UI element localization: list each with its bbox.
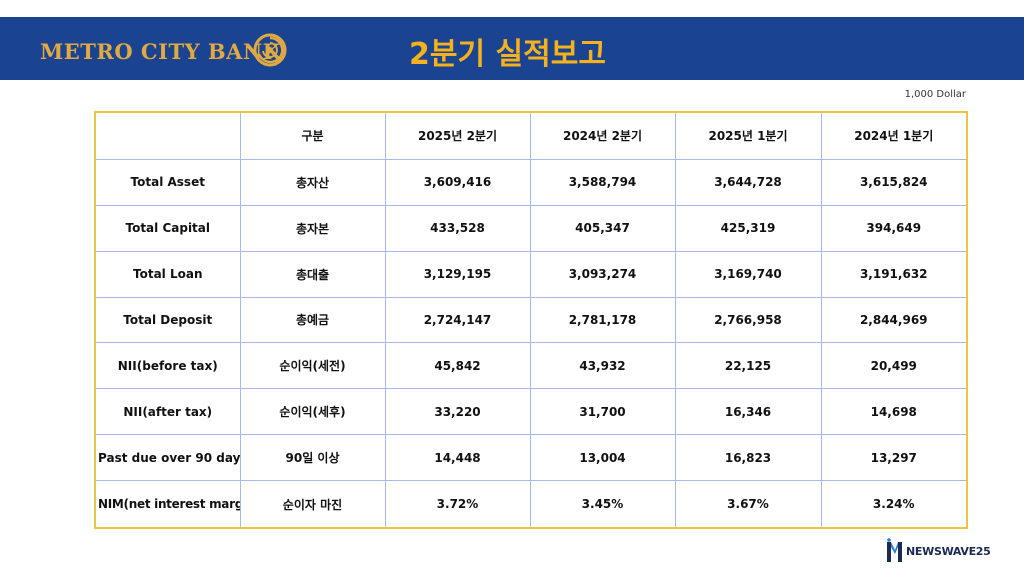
- table-row: NIM(net interest margin)순이자 마진3.72%3.45%…: [94, 480, 968, 529]
- page-title: 2분기 실적보고: [409, 37, 606, 72]
- value-cell: 14,698: [820, 388, 968, 436]
- value-cell: 425,319: [674, 204, 822, 252]
- value-cell: 3,609,416: [384, 158, 531, 206]
- value-cell: 3,588,794: [529, 158, 676, 206]
- value-cell: 433,528: [384, 204, 531, 252]
- table-row: NII(before tax) 순이익(세전) 45,842 43,932 22,125…: [94, 342, 968, 390]
- table-header-row: 구분 2025년 2분기 2024년 2분기 2025년 1분기 2024년 1분기: [94, 111, 968, 160]
- value-cell: 3.45%: [529, 480, 676, 529]
- value-cell: 43,932: [529, 342, 676, 390]
- watermark-text: NEWSWAVE25: [906, 545, 991, 558]
- row-label-ko: 총예금: [239, 296, 386, 344]
- value-cell: 3.67%: [674, 480, 822, 529]
- value-cell: 2,766,958: [674, 296, 822, 344]
- header-cell: 2025년 2분기: [384, 111, 531, 160]
- value-cell: 2,724,147: [384, 296, 531, 344]
- value-cell: 3,644,728: [674, 158, 822, 206]
- value-cell: 16,823: [674, 434, 822, 482]
- table-row: NII(after tax) 순이익(세후) 33,220 31,700 16,346 1…: [94, 388, 968, 436]
- header-bar: METRO CITY BANK 2분기 실적보고: [0, 17, 1024, 80]
- row-label-ko: 순이익(세전): [239, 342, 386, 390]
- row-label-en: NIM(net interest margin): [94, 480, 241, 529]
- unit-label: 1,000 Dollar: [904, 89, 966, 100]
- newswave-logo-icon: [887, 538, 902, 562]
- value-cell: 2,781,178: [529, 296, 676, 344]
- gold-ring-logo-icon: [253, 33, 287, 67]
- value-cell: 22,125: [674, 342, 822, 390]
- newswave-watermark: NEWSWAVE25: [886, 538, 991, 564]
- row-label-ko: 총대출: [239, 250, 386, 298]
- table-row: Total Loan 총대출 3,129,195 3,093,274 3,169,740…: [94, 250, 968, 298]
- table-row: Total Capital 총자본 433,528 405,347 425,319 394…: [94, 204, 968, 252]
- value-cell: 405,347: [529, 204, 676, 252]
- row-label-en: Past due over 90 days: [94, 434, 241, 482]
- header-cell: 2024년 2분기: [529, 111, 676, 160]
- value-cell: 13,297: [820, 434, 968, 482]
- value-cell: 13,004: [529, 434, 676, 482]
- row-label-en: NII(after tax): [94, 388, 241, 436]
- row-label-en: Total Deposit: [94, 296, 241, 344]
- table-row: Past due over 90 days 90일 이상 14,448 13,004 1…: [94, 434, 968, 482]
- table-row: Total Asset 총자산 3,609,416 3,588,794 3,644,72…: [94, 158, 968, 206]
- value-cell: 2,844,969: [820, 296, 968, 344]
- row-label-en: Total Asset: [94, 158, 241, 206]
- row-label-ko: 총자본: [239, 204, 386, 252]
- header-cell: 구분: [239, 111, 386, 160]
- value-cell: 20,499: [820, 342, 968, 390]
- value-cell: 3,615,824: [820, 158, 968, 206]
- value-cell: 31,700: [529, 388, 676, 436]
- table-row: Total Deposit 총예금 2,724,147 2,781,178 2,766,…: [94, 296, 968, 344]
- value-cell: 3,191,632: [820, 250, 968, 298]
- row-label-ko: 총자산: [239, 158, 386, 206]
- value-cell: 16,346: [674, 388, 822, 436]
- value-cell: 45,842: [384, 342, 531, 390]
- row-label-ko: 순이자 마진: [239, 480, 386, 529]
- value-cell: 14,448: [384, 434, 531, 482]
- value-cell: 3,093,274: [529, 250, 676, 298]
- row-label-en: Total Loan: [94, 250, 241, 298]
- value-cell: 394,649: [820, 204, 968, 252]
- performance-table: 구분 2025년 2분기 2024년 2분기 2025년 1분기 2024년 1분기 To…: [94, 111, 968, 529]
- value-cell: 3,169,740: [674, 250, 822, 298]
- value-cell: 33,220: [384, 388, 531, 436]
- value-cell: 3,129,195: [384, 250, 531, 298]
- row-label-en: Total Capital: [94, 204, 241, 252]
- row-label-ko: 90일 이상: [239, 434, 386, 482]
- header-cell: 2024년 1분기: [820, 111, 968, 160]
- header-cell: 2025년 1분기: [674, 111, 822, 160]
- row-label-ko: 순이익(세후): [239, 388, 386, 436]
- bank-logo-text: METRO CITY BANK: [40, 39, 282, 64]
- value-cell: 3.24%: [820, 480, 968, 529]
- row-label-en: NII(before tax): [94, 342, 241, 390]
- header-cell: [94, 111, 241, 160]
- value-cell: 3.72%: [384, 480, 531, 529]
